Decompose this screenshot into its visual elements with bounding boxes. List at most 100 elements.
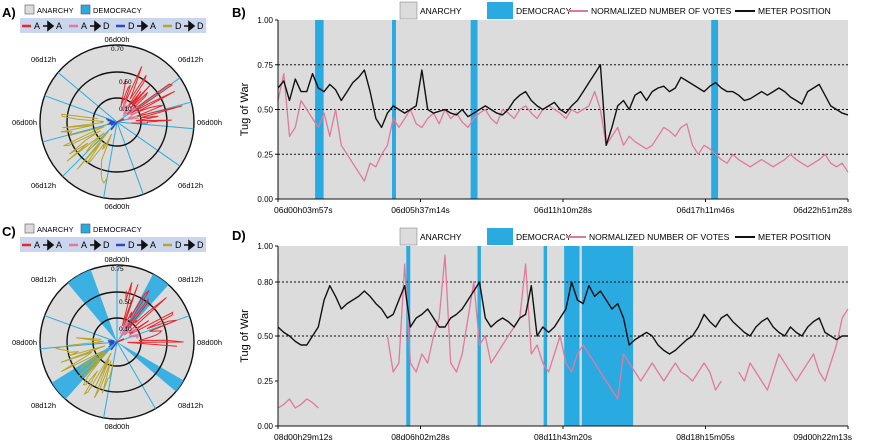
time-label-top-left: 08d12h: [31, 275, 56, 284]
arrow-right-icon: [184, 20, 196, 32]
legend-to-state: A: [150, 21, 156, 31]
x-tick-label: 08d00h29m12s: [274, 432, 333, 442]
polar-mid-ring: [66, 71, 168, 173]
time-label-top-right: 06d12h: [178, 55, 203, 64]
democracy-legend-label: DEMOCRACY: [516, 6, 572, 16]
panel-d-label: D): [232, 228, 246, 243]
meter-legend-label: METER POSITION: [758, 232, 831, 242]
aa-center-mark: [116, 118, 125, 123]
x-tick-label: 09d00h22m13s: [793, 432, 852, 442]
line-chart-d: 0.00 0.25 0.50 0.80 1.00 08d00h29m12s 08d06h02…: [239, 242, 852, 442]
legend-from-state: D: [175, 240, 182, 250]
arrow-right-icon: [184, 239, 196, 251]
legend-to-state: D: [103, 240, 110, 250]
y-tick-label: 1.00: [257, 242, 273, 251]
democracy-spoke: [44, 315, 118, 343]
time-label-bottom: 08d00h: [104, 422, 129, 431]
arrow-right-icon: [137, 239, 149, 251]
dd-series: [55, 337, 114, 399]
democracy-spoke: [116, 121, 181, 167]
legend-from-state: A: [81, 21, 87, 31]
legend-to-state: A: [56, 21, 62, 31]
anarchy-swatch: [24, 223, 35, 234]
democracy-swatch: [487, 2, 513, 19]
democracy-sector: [67, 269, 117, 342]
ring-label-outer: 0.70: [111, 46, 124, 53]
time-label-bottom: 06d00h: [104, 202, 129, 211]
y-axis-label: Tug of War: [239, 309, 251, 363]
legend-to-state: A: [150, 240, 156, 250]
democracy-band: [543, 246, 548, 426]
ring-label-inner: 0.10: [119, 106, 132, 113]
legend-from-state: A: [34, 240, 40, 250]
anarchy-legend-label: ANARCHY: [420, 232, 462, 242]
anarchy-legend-label: ANARCHY: [37, 225, 74, 234]
aa-series: [120, 66, 183, 124]
x-tick-label: 08d06h02m28s: [391, 432, 450, 442]
legend-to-state: D: [197, 240, 204, 250]
arrow-right-icon: [43, 239, 55, 251]
ring-label-inner: 0.10: [119, 326, 132, 333]
panel-c-label: C): [2, 224, 16, 239]
democracy-swatch: [487, 228, 513, 245]
democracy-swatch: [80, 4, 91, 15]
democracy-swatch: [80, 223, 91, 234]
x-tick-label: 06d11h10m28s: [534, 205, 592, 215]
y-tick-label: 0.50: [257, 106, 273, 115]
votes-legend-label: NORMALIZED NUMBER OF VOTES: [589, 232, 730, 242]
y-axis-label: Tug of War: [239, 82, 251, 136]
legend-to-state: D: [197, 21, 204, 31]
meter-legend-label: METER POSITION: [758, 6, 831, 16]
ad-series: [121, 98, 139, 120]
time-label-right: 08d00h: [197, 338, 222, 347]
legend-from-state: D: [175, 21, 182, 31]
da-series: [105, 118, 116, 126]
panel-d-legend: ANARCHY DEMOCRACY NORMALIZED NUMBER OF V…: [399, 227, 831, 246]
democracy-band: [392, 20, 396, 199]
democracy-legend-label: DEMOCRACY: [93, 6, 142, 15]
anarchy-swatch: [24, 4, 35, 15]
meter-series: [277, 64, 849, 146]
time-label-right: 06d00h: [197, 118, 222, 127]
votes-series: [277, 73, 849, 182]
democracy-spoke: [116, 315, 190, 343]
anarchy-legend-label: ANARCHY: [37, 6, 74, 15]
ring-label-mid: 0.50: [119, 299, 132, 306]
da-series: [107, 339, 115, 348]
da-center-mark: [110, 341, 118, 351]
democracy-legend-label: DEMOCRACY: [516, 232, 572, 242]
legend-to-state: A: [56, 240, 62, 250]
x-tick-label: 06d17h11m46s: [677, 205, 735, 215]
aa-center-mark: [116, 338, 125, 343]
ring-label-mid: 0.50: [119, 79, 132, 86]
democracy-spoke: [40, 341, 118, 350]
democracy-spoke: [57, 72, 118, 123]
arrow-right-icon: [90, 20, 102, 32]
polar-chart-a: 0.10 0.50 0.70 06d00h 06d00h 06d00h 06d00h 06d1…: [12, 35, 222, 211]
time-label-top: 06d00h: [104, 35, 129, 44]
y-tick-label: 1.00: [257, 16, 273, 25]
legend-from-state: A: [34, 21, 40, 31]
anarchy-swatch: [399, 1, 418, 20]
y-tick-label: 0.80: [257, 278, 273, 287]
dd-series: [60, 113, 113, 184]
da-center-mark: [110, 121, 118, 131]
anarchy-legend-label: ANARCHY: [420, 6, 462, 16]
meter-series: [277, 281, 848, 355]
polar-inner-ring: [92, 97, 142, 147]
y-tick-label: 0.25: [257, 377, 273, 386]
arrow-right-icon: [137, 20, 149, 32]
time-label-bottom-left: 08d12h: [31, 401, 56, 410]
democracy-legend-label: DEMOCRACY: [93, 225, 142, 234]
ring-label-outer: 0.75: [111, 266, 124, 273]
transition-legend-bar: [20, 237, 206, 252]
x-tick-label: 08d18h15m05s: [676, 432, 735, 442]
